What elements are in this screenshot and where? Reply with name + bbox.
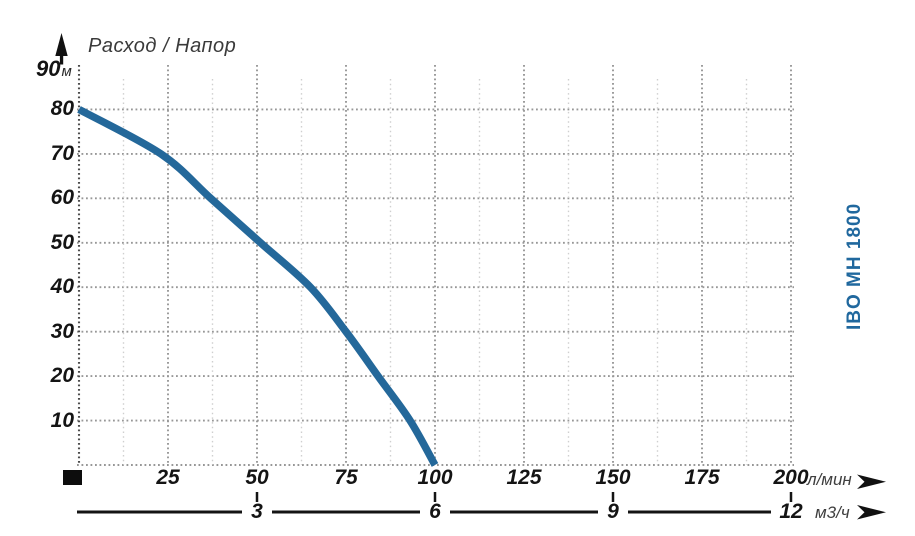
y-axis-arrow-up-icon [55,33,68,65]
y-axis-tick-label: 30 [50,319,74,343]
chart-title: Расход / Напор [88,35,237,57]
x2-axis-tick-label: 3 [251,500,263,523]
y-axis-tick-label: 60 [50,186,74,210]
x-axis-tick-label: 150 [595,466,631,489]
x-axis-tick-label: 25 [156,466,180,489]
pump-model-label: IBO MH 1800 [844,202,865,330]
y-axis-tick-label: 80 [50,97,74,121]
curve-layer [77,106,439,467]
x2-axis-unit-label: м3/ч [815,503,850,522]
origin-marker [63,470,82,485]
x-axis-unit-label: л/мин [807,470,852,489]
y-axis-max-label: 90 м [36,56,72,82]
y-axis-max-value: 90 [36,56,61,81]
x-axis-tick-label: 75 [334,466,358,489]
secondary-axis-layer [77,492,793,514]
x-axis-tick-label: 100 [417,466,453,489]
x-axis-tick-label: 125 [506,466,542,489]
x2-axis-tick-label: 12 [779,500,803,523]
x-axis-tick-label: 200 [773,466,809,489]
y-axis-unit: м [61,63,72,80]
y-axis-tick-label: 20 [50,364,74,388]
y-axis-tick-label: 50 [50,230,74,254]
x2-axis-tick-label: 6 [429,500,441,523]
y-axis-tick-label: 70 [50,141,74,165]
x2-axis-arrow-right-icon [857,505,886,520]
pump-curve [77,106,439,467]
x-axis-tick-label: 175 [684,466,720,489]
x-axis-tick-label: 50 [245,466,269,489]
x-axis-arrow-right-icon [857,474,886,489]
y-axis-tick-label: 40 [50,275,74,299]
grid-layer [77,65,794,466]
x2-axis-tick-label: 9 [607,500,619,523]
y-axis-tick-label: 10 [50,408,74,432]
